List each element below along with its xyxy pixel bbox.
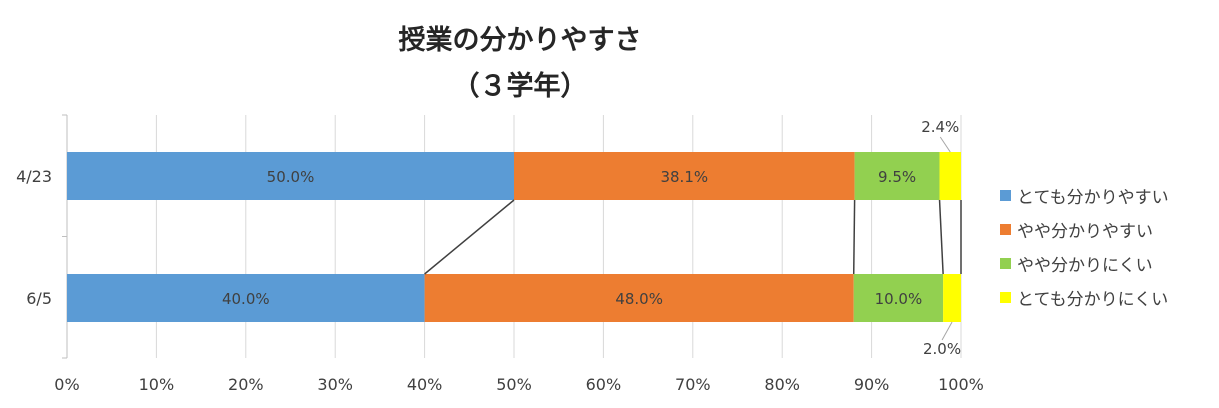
data-label: 50.0%: [267, 168, 315, 186]
data-label: 48.0%: [615, 290, 663, 308]
legend-swatch: [1000, 223, 1011, 235]
leader-line: [941, 321, 953, 341]
stacked-bar-chart: 0% 10% 20% 30% 40% 50% 60% 70% 80% 90% 100% 4/23 6/5…: [16, 114, 984, 394]
legend-item: とても分かりにくい: [1000, 280, 1169, 314]
x-tick-label: 60%: [586, 375, 622, 394]
legend-item: やや分かりやすい: [1000, 212, 1169, 246]
bar-segment: [939, 152, 961, 200]
data-label: 40.0%: [222, 290, 270, 308]
legend-item: やや分かりにくい: [1000, 246, 1169, 280]
data-label: 10.0%: [875, 290, 923, 308]
data-label: 38.1%: [660, 168, 708, 186]
legend-label: やや分かりにくい: [1017, 255, 1153, 276]
x-tick-label: 50%: [496, 375, 532, 394]
bar-segment: [67, 152, 514, 200]
legend: とても分かりやすい やや分かりやすい やや分かりにくい とても分かりにくい: [1000, 178, 1169, 314]
x-tick-label: 40%: [407, 375, 443, 394]
bar-segment: [854, 152, 940, 200]
data-label: 9.5%: [878, 168, 916, 186]
x-tick-label: 30%: [317, 375, 353, 394]
bar-segment: [943, 274, 961, 322]
bar-segment: [67, 274, 425, 322]
legend-swatch: [1000, 291, 1011, 303]
x-tick-label: 10%: [139, 375, 175, 394]
category-label: 4/23: [16, 167, 52, 186]
legend-swatch: [1000, 257, 1011, 269]
category-label: 6/5: [26, 289, 52, 308]
chart-title: 授業の分かりやすさ: [398, 25, 642, 56]
series-line: [938, 199, 944, 275]
x-tick-label: 20%: [228, 375, 264, 394]
legend-item: とても分かりやすい: [1000, 178, 1169, 212]
data-label: 2.0%: [923, 340, 961, 358]
series-line: [852, 199, 856, 275]
x-tick-label: 100%: [938, 375, 984, 394]
legend-swatch: [1000, 189, 1011, 201]
x-tick-label: 70%: [675, 375, 711, 394]
chart-subtitle: （３学年）: [452, 71, 588, 102]
bar-segment: [514, 152, 855, 200]
leader-line: [939, 136, 951, 153]
x-tick-label: 90%: [854, 375, 890, 394]
legend-label: やや分かりやすい: [1017, 221, 1153, 242]
bar-segment: [424, 274, 854, 322]
series-line: [424, 199, 515, 275]
legend-label: とても分かりやすい: [1017, 187, 1169, 208]
x-tick-label: 0%: [54, 375, 79, 394]
legend-label: とても分かりにくい: [1017, 289, 1169, 310]
bar-segment: [853, 274, 944, 322]
x-tick-label: 80%: [764, 375, 800, 394]
data-label: 2.4%: [921, 118, 959, 136]
